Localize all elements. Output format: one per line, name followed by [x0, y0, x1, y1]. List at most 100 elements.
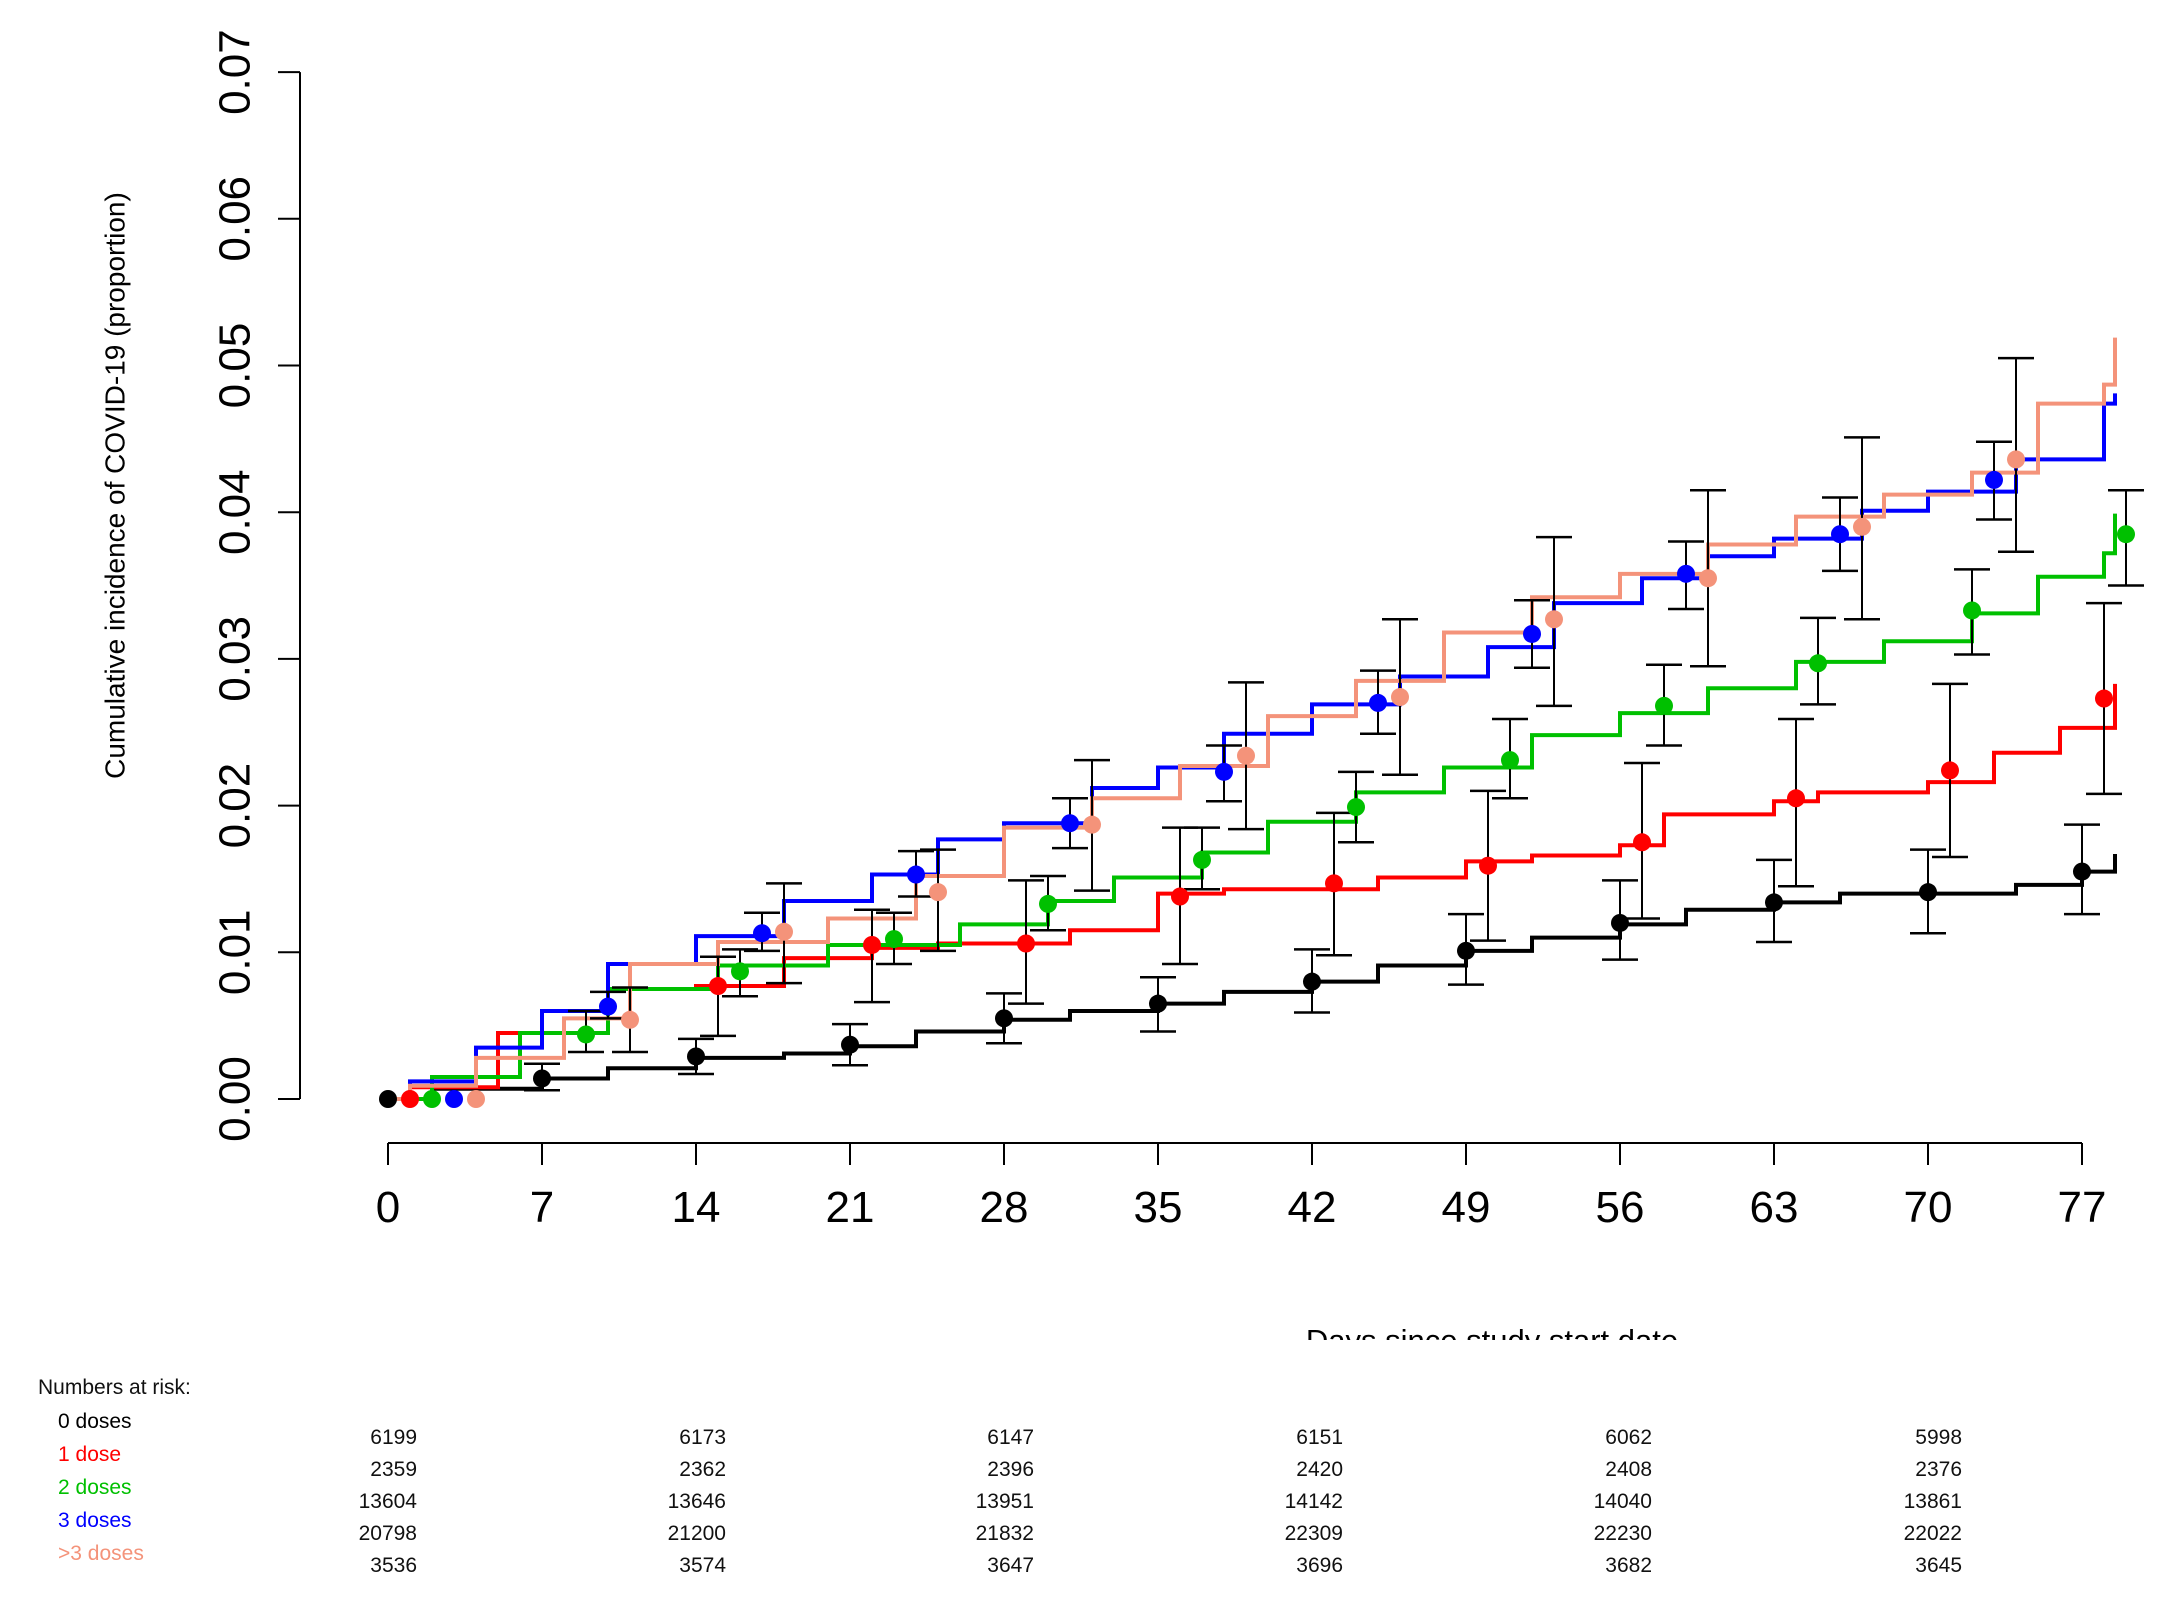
y-tick-label-6: 0.06 — [211, 176, 260, 262]
series-0-point-7 — [1457, 941, 1475, 960]
series-0-point-1 — [533, 1069, 551, 1088]
risk-value-0-2: 6147 — [987, 1426, 1034, 1449]
series-0-point-10 — [1919, 883, 1937, 902]
risk-value-1-1: 2362 — [679, 1458, 726, 1481]
x-tick-label-11: 77 — [2058, 1183, 2107, 1232]
risk-value-3-4: 22230 — [1593, 1522, 1652, 1545]
series-2-point-10 — [1963, 601, 1981, 620]
series-0-point-4 — [995, 1009, 1013, 1028]
series-1-point-0 — [401, 1090, 419, 1108]
series-3-point-0 — [445, 1090, 463, 1108]
series-4-line — [388, 337, 2117, 1101]
series-1-point-5 — [1325, 874, 1343, 893]
series-2-point-1 — [577, 1025, 595, 1044]
risk-row-label-3: 3 doses — [58, 1509, 132, 1532]
risk-row-label-2: 2 doses — [58, 1476, 132, 1499]
risk-value-3-5: 22022 — [1903, 1522, 1962, 1545]
risk-value-4-3: 3696 — [1296, 1554, 1343, 1577]
x-tick-label-5: 35 — [1134, 1183, 1183, 1232]
x-tick-label-4: 28 — [980, 1183, 1029, 1232]
series-0-point-6 — [1303, 972, 1321, 991]
risk-value-0-5: 5998 — [1915, 1426, 1962, 1449]
y-tick-label-4: 0.04 — [211, 469, 260, 555]
risk-value-4-4: 3682 — [1605, 1554, 1652, 1577]
series-3-point-4 — [1061, 814, 1079, 833]
x-tick-label-3: 21 — [826, 1183, 875, 1232]
risk-value-4-0: 3536 — [370, 1554, 417, 1577]
series-2-point-0 — [423, 1090, 441, 1108]
y-tick-label-7: 0.07 — [211, 29, 260, 115]
risk-value-3-2: 21832 — [975, 1522, 1034, 1545]
x-tick-label-9: 63 — [1750, 1183, 1799, 1232]
series-1-point-2 — [863, 935, 881, 954]
series-1-point-4 — [1171, 887, 1189, 906]
risk-value-1-3: 2420 — [1296, 1458, 1343, 1481]
series-2-point-9 — [1809, 654, 1827, 673]
risk-value-2-3: 14142 — [1284, 1490, 1343, 1513]
series-1-point-8 — [1787, 789, 1805, 808]
x-tick-label-0: 0 — [376, 1183, 400, 1232]
risk-value-0-0: 6199 — [370, 1426, 417, 1449]
series-3-point-8 — [1677, 564, 1695, 583]
incidence-chart: 0.00 0.01 0.02 0.03 0.04 0.05 0.06 0.07 Cumulati… — [100, 29, 2144, 1340]
series-0-point-3 — [841, 1035, 859, 1054]
series-4-point-4 — [1083, 815, 1101, 834]
series-4-point-2 — [775, 922, 793, 941]
series-2-point-11 — [2117, 525, 2135, 544]
series-1-point-10 — [2095, 689, 2113, 708]
series-2-point-4 — [1039, 894, 1057, 913]
series-0-point-11 — [2073, 862, 2091, 881]
series-3-point-3 — [907, 865, 925, 884]
x-axis-label: Days since study start date — [1306, 1323, 1678, 1340]
risk-value-2-2: 13951 — [975, 1490, 1034, 1513]
series-2-point-3 — [885, 930, 903, 949]
series-1-point-9 — [1941, 761, 1959, 780]
series-0-point-0 — [379, 1090, 397, 1108]
risk-value-3-0: 20798 — [358, 1522, 417, 1545]
series-3-point-10 — [1985, 470, 2003, 489]
risk-row-label-4: >3 doses — [58, 1542, 144, 1565]
series-2-point-6 — [1347, 798, 1365, 817]
y-tick-label-3: 0.03 — [211, 616, 260, 702]
risk-row-label-1: 1 dose — [58, 1443, 122, 1466]
series-0-point-2 — [687, 1047, 705, 1066]
x-tick-label-2: 14 — [672, 1183, 721, 1232]
series-2-point-7 — [1501, 751, 1519, 770]
series-3-point-5 — [1215, 762, 1233, 781]
series-0-point-9 — [1765, 893, 1783, 912]
risk-value-4-2: 3647 — [987, 1554, 1034, 1577]
series-0-point-8 — [1611, 913, 1629, 932]
risk-value-1-5: 2376 — [1915, 1458, 1962, 1481]
series-4-point-3 — [929, 883, 947, 902]
risk-value-4-5: 3645 — [1915, 1554, 1962, 1577]
risk-value-2-4: 14040 — [1593, 1490, 1652, 1513]
risk-value-2-0: 13604 — [358, 1490, 417, 1513]
risk-value-3-3: 22309 — [1284, 1522, 1343, 1545]
risk-value-2-5: 13861 — [1903, 1490, 1962, 1513]
risk-value-1-0: 2359 — [370, 1458, 417, 1481]
series-2-line — [388, 513, 2117, 1101]
series-1-point-6 — [1479, 856, 1497, 875]
risk-table-title: Numbers at risk: — [38, 1376, 191, 1399]
series-4-point-7 — [1545, 610, 1563, 629]
series-1-line — [388, 683, 2117, 1101]
series-2-point-2 — [731, 962, 749, 981]
series-1-point-7 — [1633, 833, 1651, 852]
series-4-point-1 — [621, 1010, 639, 1029]
series-4-point-10 — [2007, 450, 2025, 469]
risk-value-0-1: 6173 — [679, 1426, 726, 1449]
risk-value-0-3: 6151 — [1296, 1426, 1343, 1449]
x-tick-label-10: 70 — [1904, 1183, 1953, 1232]
series-2-point-8 — [1655, 696, 1673, 715]
x-tick-label-7: 49 — [1442, 1183, 1491, 1232]
series-3-point-7 — [1523, 624, 1541, 643]
series-4-point-6 — [1391, 688, 1409, 707]
x-tick-label-8: 56 — [1596, 1183, 1645, 1232]
risk-value-3-1: 21200 — [667, 1522, 726, 1545]
series-4-point-8 — [1699, 569, 1717, 588]
y-tick-label-0: 0.00 — [211, 1056, 260, 1142]
series-1-point-3 — [1017, 934, 1035, 953]
series-4-point-9 — [1853, 517, 1871, 536]
y-tick-label-5: 0.05 — [211, 323, 260, 409]
series-3-point-1 — [599, 997, 617, 1016]
